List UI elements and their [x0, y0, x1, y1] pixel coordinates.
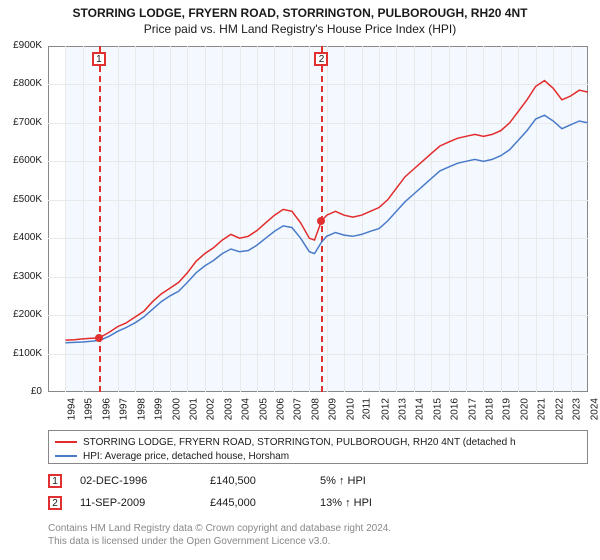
sale-dot-2	[317, 217, 325, 225]
legend: STORRING LODGE, FRYERN ROAD, STORRINGTON…	[48, 430, 588, 464]
legend-label-1: HPI: Average price, detached house, Hors…	[83, 451, 289, 462]
sale-price: £140,500	[210, 475, 320, 487]
sale-row-marker-2: 2	[48, 496, 62, 510]
sale-price: £445,000	[210, 497, 320, 509]
series-line-1	[65, 115, 588, 343]
sale-delta: 13% ↑ HPI	[320, 497, 420, 509]
legend-label-0: STORRING LODGE, FRYERN ROAD, STORRINGTON…	[83, 437, 516, 448]
footer: Contains HM Land Registry data © Crown c…	[48, 522, 391, 548]
sale-date: 02-DEC-1996	[80, 475, 210, 487]
sale-row-2: 2 11-SEP-2009£445,00013% ↑ HPI	[48, 496, 420, 510]
legend-row-1: HPI: Average price, detached house, Hors…	[55, 449, 581, 463]
sale-dot-1	[95, 334, 103, 342]
sale-marker-box-1: 1	[92, 52, 106, 66]
legend-row-0: STORRING LODGE, FRYERN ROAD, STORRINGTON…	[55, 435, 581, 449]
sale-row-1: 1 02-DEC-1996£140,5005% ↑ HPI	[48, 474, 420, 488]
sale-marker-box-2: 2	[314, 52, 328, 66]
sale-delta: 5% ↑ HPI	[320, 475, 420, 487]
sale-row-marker-1: 1	[48, 474, 62, 488]
legend-swatch-0	[55, 441, 77, 443]
legend-swatch-1	[55, 455, 77, 457]
chart-container: STORRING LODGE, FRYERN ROAD, STORRINGTON…	[0, 0, 600, 560]
sale-date: 11-SEP-2009	[80, 497, 210, 509]
footer-line-1: Contains HM Land Registry data © Crown c…	[48, 522, 391, 535]
series-line-0	[65, 81, 588, 341]
footer-line-2: This data is licensed under the Open Gov…	[48, 535, 391, 548]
